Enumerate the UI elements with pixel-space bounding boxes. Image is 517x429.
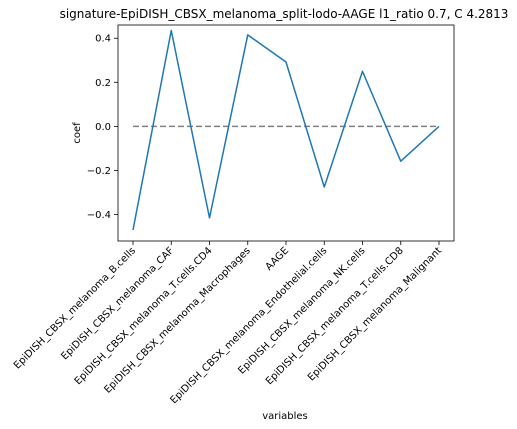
y-tick-label: −0.4	[87, 210, 111, 221]
y-axis: −0.4 −0.2 0.0 0.2 0.4	[87, 34, 118, 221]
plot-area	[118, 25, 454, 241]
y-tick-label: −0.2	[87, 166, 111, 177]
x-tick-label: EpiDISH_CBSX_melanoma_Macrophages	[102, 245, 252, 395]
y-axis-label: coef	[72, 122, 83, 144]
y-tick-label: 0.0	[95, 122, 111, 133]
x-axis-label: variables	[262, 411, 308, 422]
chart-title: signature-EpiDISH_CBSX_melanoma_split-lo…	[60, 7, 509, 21]
x-tick-label: EpiDISH_CBSX_melanoma_Malignant	[306, 245, 444, 383]
x-tick-label: AAGE	[264, 245, 291, 272]
x-tick-label: EpiDISH_CBSX_melanoma_T.cells.CD4	[73, 245, 215, 387]
y-tick-label: 0.2	[95, 78, 111, 89]
x-tick-label: EpiDISH_CBSX_melanoma_T.cells.CD8	[264, 245, 406, 387]
x-axis: EpiDISH_CBSX_melanoma_B.cellsEpiDISH_CBS…	[12, 241, 444, 406]
y-tick-label: 0.4	[95, 34, 111, 45]
